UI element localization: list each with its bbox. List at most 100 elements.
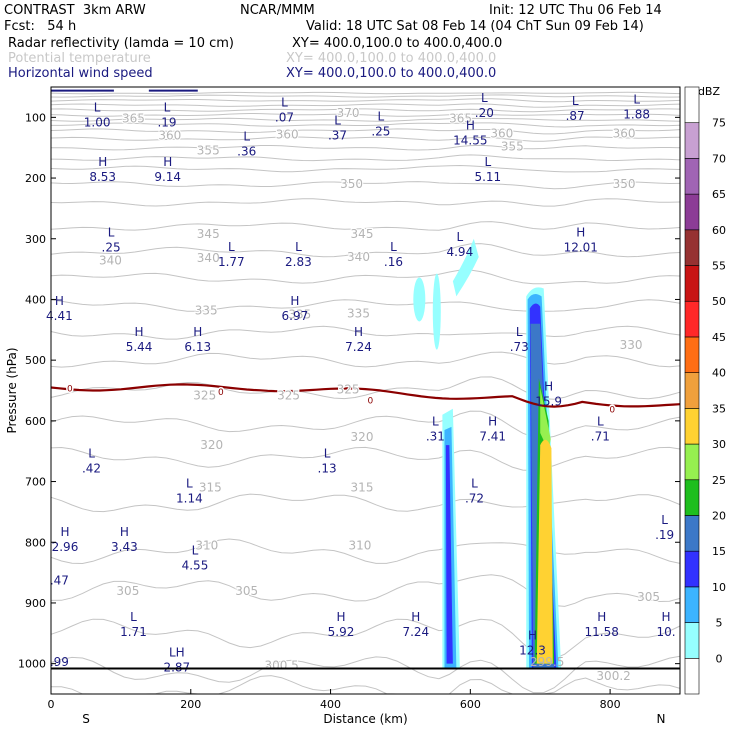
theta-contour-line — [50, 112, 681, 117]
theta-label: 305 — [235, 584, 258, 598]
wind-extreme-letter: H — [544, 380, 553, 394]
wind-extreme-value: 12.01 — [564, 240, 598, 254]
theta-contour-line — [50, 98, 681, 103]
colorbar-label: 10 — [712, 581, 726, 594]
wind-extreme-letter: L — [334, 114, 341, 128]
theta-label: 325 — [277, 388, 300, 402]
theta-contour-line — [50, 164, 681, 173]
theta-label: 360 — [490, 127, 513, 141]
freezing-level-label: 0 — [218, 388, 224, 398]
theta-contour-line — [50, 618, 681, 660]
colorbar-swatch — [684, 408, 700, 445]
theta-contour-line — [50, 117, 681, 122]
theta-label: 310 — [195, 538, 218, 552]
wind-extreme-value: 1.14 — [176, 492, 203, 506]
field-radar-label: Radar reflectivity (lamda = 10 cm) — [8, 36, 234, 51]
wind-extreme-letter: H — [411, 610, 420, 624]
theta-contour-line — [50, 269, 681, 285]
theta-contour-line — [50, 94, 681, 98]
wind-extreme-letter: H — [193, 325, 202, 339]
colorbar-label: 45 — [712, 331, 726, 344]
wind-extreme-value: 9.14 — [154, 170, 181, 184]
theta-contours — [50, 91, 681, 695]
wind-extreme-letter: H — [662, 610, 671, 624]
theta-label: 300.5 — [264, 658, 298, 672]
wind-extreme-value: 7.24 — [345, 340, 372, 354]
theta-contour-line — [50, 325, 681, 340]
x-axis-title: Distance (km) — [323, 712, 407, 726]
theta-label: 350 — [613, 177, 636, 191]
field-radar-xy: XY= 400.0,100.0 to 400.0,400.0 — [292, 36, 503, 51]
wind-extreme-letter: L — [432, 415, 439, 429]
north-label: N — [657, 712, 666, 726]
colorbar-swatch — [684, 229, 700, 266]
echo-wisp — [452, 238, 479, 297]
colorbar-label: 60 — [712, 224, 726, 237]
freezing-level-label: 0 — [609, 406, 615, 416]
wind-extreme-value: .73 — [510, 340, 529, 354]
theta-contour-line — [50, 144, 681, 151]
freezing-level-label: 0 — [67, 384, 73, 394]
wind-extreme-letter: H — [120, 525, 129, 539]
freezing-level-label: 0 — [368, 397, 374, 407]
wind-extreme-letter: L — [228, 240, 235, 254]
south-label: S — [82, 712, 90, 726]
wind-extreme-value: 2.83 — [285, 255, 312, 269]
wind-extreme-letter: L — [516, 325, 523, 339]
field-theta-label: Potential temperature — [8, 51, 151, 66]
y-tick-label: 600 — [25, 415, 46, 428]
theta-label: 365 — [122, 112, 145, 126]
colorbar-swatch — [684, 158, 700, 195]
theta-label: 315 — [351, 481, 374, 495]
theta-contour-line — [50, 136, 681, 142]
theta-label: 360 — [276, 127, 299, 141]
colorbar-swatch — [684, 550, 700, 588]
wind-extreme-letter: L — [186, 477, 193, 491]
wind-extreme-value: 8.53 — [89, 170, 116, 184]
wind-extreme-value: .36 — [237, 144, 256, 158]
colorbar-label: 20 — [712, 509, 726, 522]
wind-extreme-value: 6.13 — [184, 340, 211, 354]
theta-label: 300.2 — [596, 669, 630, 683]
wind-extreme-letter: L — [324, 446, 331, 460]
echo-north-35dbz — [536, 439, 553, 664]
theta-label: 340 — [347, 250, 370, 264]
wind-extreme-letter: L — [378, 109, 385, 123]
y-tick-label: 700 — [25, 476, 46, 489]
init-label: Init: 12 UTC Thu 06 Feb 14 — [489, 3, 662, 18]
wind-extreme-value: .13 — [318, 461, 337, 475]
y-tick-label: 800 — [25, 536, 46, 549]
x-tick-label: 0 — [48, 698, 55, 711]
wind-extreme-letter: H — [60, 525, 69, 539]
colorbar-swatch — [684, 622, 700, 659]
theta-label: 315 — [199, 481, 222, 495]
wind-extreme-value: 6.97 — [282, 309, 309, 323]
valid-label: Valid: 18 UTC Sat 08 Feb 14 (04 ChT Sun … — [306, 19, 644, 34]
theta-label: 350 — [340, 177, 363, 191]
wind-extreme-value: 4.41 — [46, 309, 73, 323]
wind-extreme-letter: L — [295, 240, 302, 254]
wind-extreme-value: .25 — [371, 124, 390, 138]
x-tick-label: 400 — [320, 698, 341, 711]
wind-extreme-value: 3.43 — [111, 540, 138, 554]
wind-extreme-letter: L — [597, 415, 604, 429]
colorbar-label: 75 — [712, 117, 726, 130]
wind-extreme-value: 2.96 — [52, 540, 79, 554]
theta-label: 340 — [99, 254, 122, 268]
colorbar-swatch — [684, 479, 700, 516]
colorbar-label: 40 — [712, 367, 726, 380]
theta-contour-line — [50, 181, 681, 190]
colorbar-label: 5 — [716, 617, 723, 630]
x-tick-label: 600 — [460, 698, 481, 711]
theta-label: 330 — [620, 338, 643, 352]
theta-contour-line — [50, 103, 681, 108]
theta-label: 335 — [288, 308, 311, 322]
theta-label: 299.5 — [530, 655, 564, 669]
theta-label: 325 — [337, 382, 360, 396]
wind-extreme-value: .99 — [50, 655, 69, 669]
axes: 100 200 300 400 500 600 700 800 900 1000 0 200 400 60… — [5, 111, 680, 726]
wind-extreme-value: 12.3 — [519, 643, 546, 657]
theta-label: 335 — [347, 306, 370, 320]
